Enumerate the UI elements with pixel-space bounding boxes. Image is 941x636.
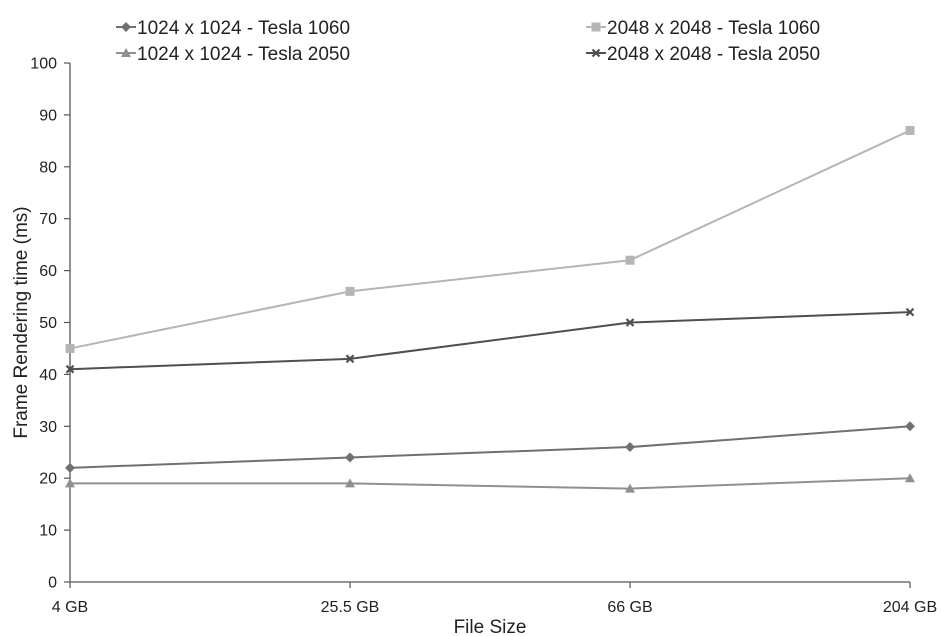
series-group [65,125,915,493]
y-tick-label: 70 [39,211,57,228]
legend-label: 2048 x 2048 - Tesla 2050 [607,44,820,65]
y-tick-label: 30 [39,419,57,436]
series-2048-x-2048-tesla-2050 [65,307,915,374]
data-point [345,478,355,488]
x-tick-label: 66 GB [607,599,652,616]
legend-marker [121,22,131,32]
legend-label: 1024 x 1024 - Tesla 1060 [137,18,350,39]
series-line [69,311,911,371]
data-point [65,364,75,374]
legend-item: 1024 x 1024 - Tesla 2050 [116,44,350,65]
x-tick-label: 4 GB [52,599,88,616]
x-axis-title: File Size [454,617,527,636]
data-point [65,462,75,473]
legend-label: 1024 x 1024 - Tesla 2050 [137,44,350,65]
legend-label: 2048 x 2048 - Tesla 1060 [607,18,820,39]
data-point [65,478,75,488]
y-tick-label: 60 [39,263,57,280]
y-tick-label: 50 [39,315,57,332]
data-point [345,286,355,296]
data-point [345,452,355,463]
y-axis-ticks: 0 10 20 30 40 50 60 70 80 90 100 [30,56,70,592]
series-line [70,477,911,490]
series-2048-x-2048-tesla-1060 [65,125,915,353]
legend-item: 1024 x 1024 - Tesla 1060 [116,18,350,39]
x-tick-label: 204 GB [883,599,937,616]
series-1024-x-1024-tesla-1060 [65,421,915,473]
series-line [69,425,911,469]
y-tick-label: 40 [39,367,57,384]
legend-marker [591,48,601,58]
x-tick-label: 25.5 GB [321,599,380,616]
data-point [905,473,915,483]
data-point [625,442,635,453]
data-point [625,318,635,327]
legend: 1024 x 1024 - Tesla 1060 2048 x 2048 - Te… [116,18,820,65]
y-tick-label: 20 [39,471,57,488]
legend-marker [591,22,601,32]
data-point [905,125,915,135]
x-axis-ticks: 4 GB 25.5 GB 66 GB 204 GB [52,582,937,616]
legend-item: 2048 x 2048 - Tesla 1060 [586,18,820,39]
data-point [345,354,355,364]
data-point [65,343,75,353]
y-tick-label: 100 [30,56,57,73]
series-line [69,129,911,350]
y-tick-label: 10 [39,523,57,540]
data-point [625,255,635,265]
data-point [625,483,635,493]
y-tick-label: 80 [39,159,57,176]
y-tick-label: 0 [48,575,57,592]
legend-item: 2048 x 2048 - Tesla 2050 [586,44,820,65]
data-point [905,307,915,317]
y-axis-title: Frame Rendering time (ms) [11,206,32,438]
data-point [905,421,915,432]
y-tick-label: 90 [39,107,57,124]
legend-marker [121,48,131,57]
series-1024-x-1024-tesla-2050 [65,473,915,493]
